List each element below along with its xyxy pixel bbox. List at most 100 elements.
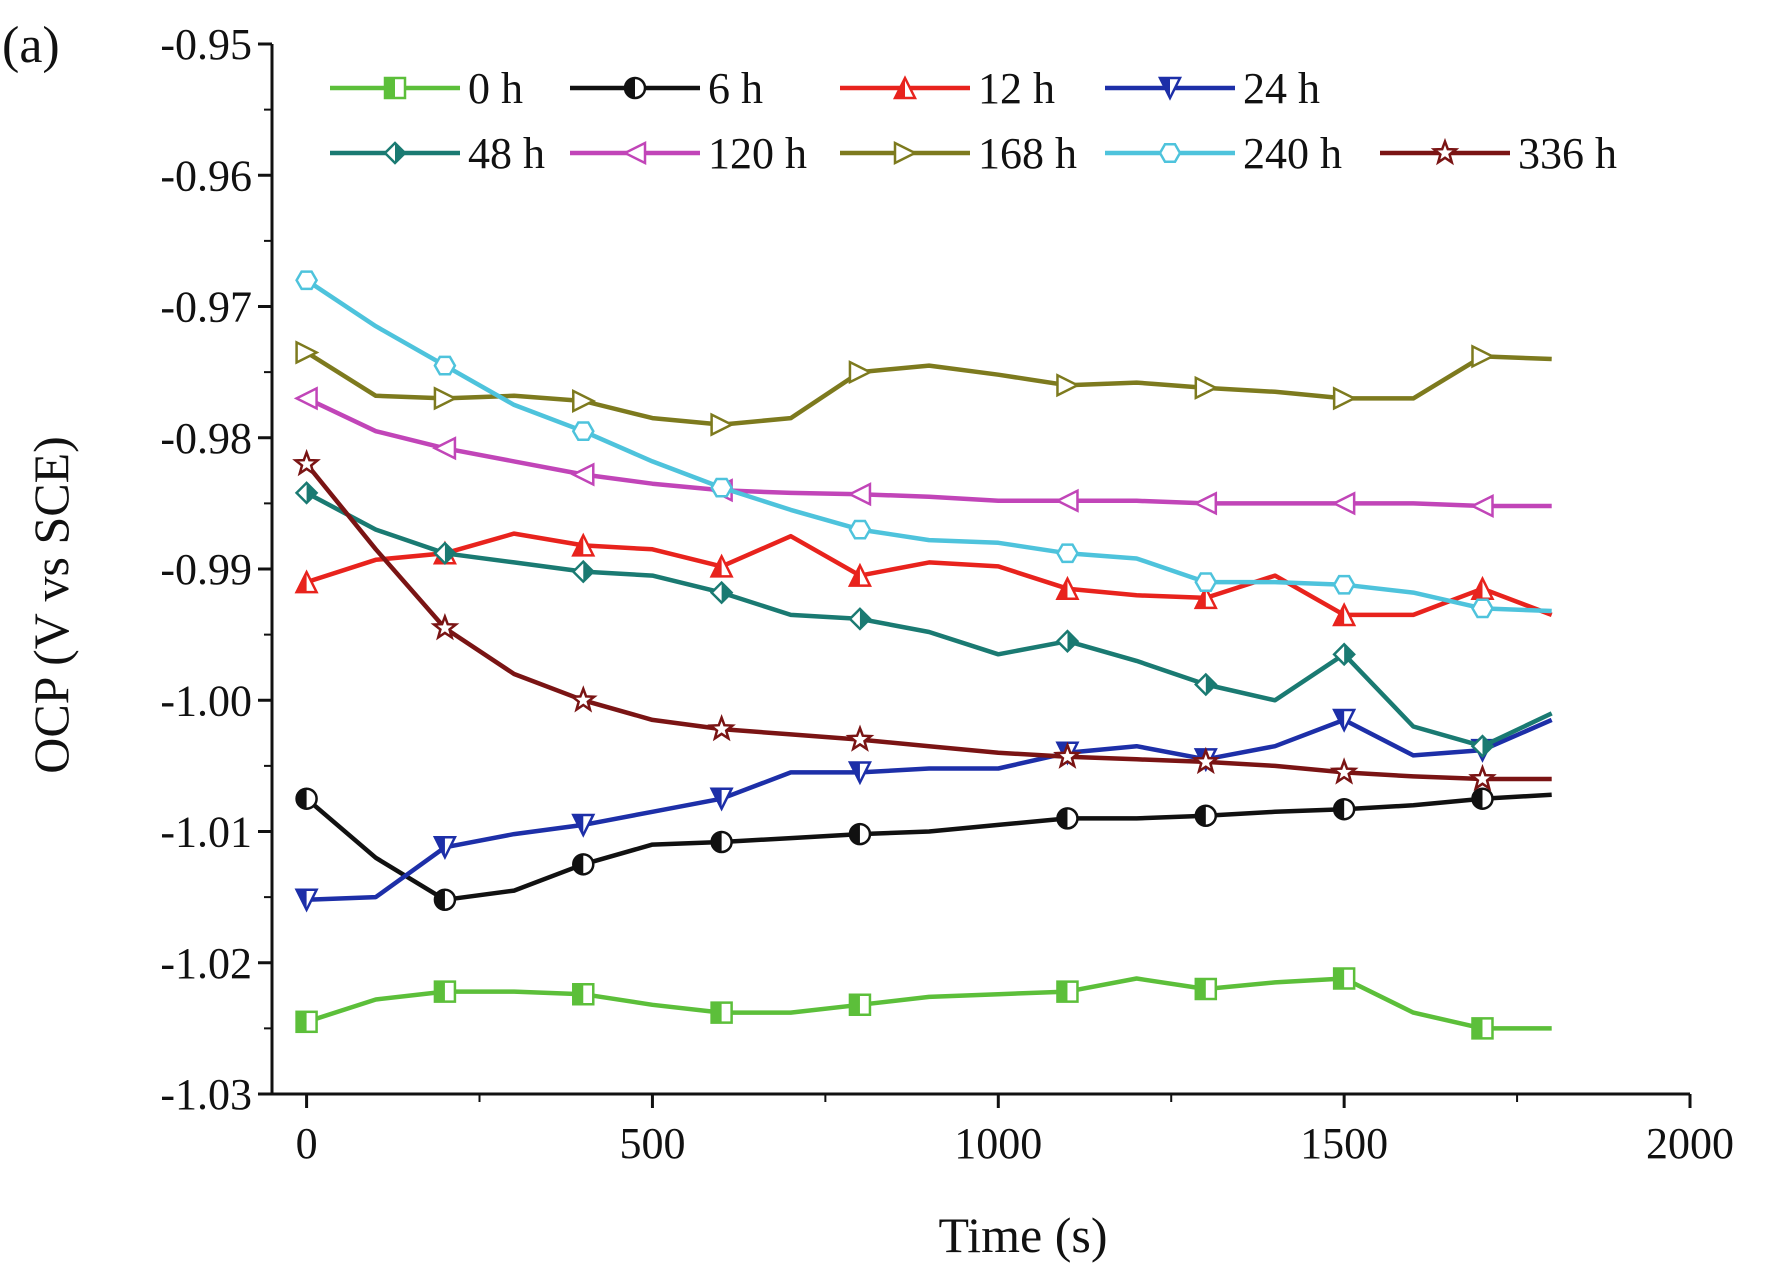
panel-label: (a) — [2, 17, 60, 74]
data-point — [1193, 491, 1218, 516]
x-tick-label: 1500 — [1300, 1119, 1388, 1168]
data-point — [572, 853, 595, 876]
data-point — [1470, 734, 1495, 758]
data-point — [709, 553, 734, 578]
data-point — [433, 541, 457, 566]
data-point — [571, 813, 596, 838]
data-point — [295, 1010, 318, 1034]
series-120-h — [293, 386, 1552, 519]
data-point — [1193, 585, 1218, 610]
data-point — [383, 76, 407, 100]
data-point — [1331, 491, 1356, 516]
data-point — [1053, 741, 1082, 769]
data-point — [572, 388, 597, 414]
legend: 0 h 6 h 12 h 24 h 48 h 120 h 168 h 240 h 336 h — [330, 64, 1617, 178]
data-point — [1054, 488, 1079, 513]
legend-label: 0 h — [468, 64, 523, 113]
legend-item: 168 h — [840, 129, 1077, 178]
data-point — [292, 448, 321, 477]
data-point — [571, 532, 596, 557]
data-point — [1471, 1017, 1494, 1040]
series-line — [305, 976, 1552, 1031]
data-point — [1056, 980, 1079, 1003]
data-point — [710, 477, 734, 498]
legend-label: 120 h — [708, 129, 807, 178]
data-point — [432, 436, 457, 461]
data-point — [847, 562, 872, 587]
data-point — [568, 685, 598, 713]
y-tick-label: -0.95 — [160, 20, 252, 69]
data-point — [1469, 493, 1494, 519]
data-point — [892, 75, 918, 100]
data-point — [433, 888, 457, 911]
x-tick-label: 2000 — [1646, 1119, 1734, 1168]
data-point — [847, 482, 872, 507]
data-point — [707, 713, 736, 742]
series-168-h — [295, 340, 1552, 437]
y-tick-label: -1.01 — [160, 808, 252, 857]
y-tick-label: -0.97 — [160, 283, 252, 332]
series-0-h — [295, 967, 1552, 1040]
legend-label: 168 h — [978, 129, 1077, 178]
data-point — [433, 980, 457, 1003]
data-point — [570, 462, 595, 487]
data-point — [1470, 575, 1495, 600]
series-240-h — [295, 270, 1552, 619]
y-tick-label: -1.02 — [160, 939, 252, 988]
legend-item: 6 h — [570, 64, 763, 113]
data-point — [293, 386, 318, 411]
data-point — [1056, 373, 1081, 398]
data-point — [571, 559, 596, 584]
legend-label: 12 h — [978, 64, 1055, 113]
series-line — [305, 490, 1553, 749]
data-point — [1332, 967, 1356, 990]
data-point — [294, 481, 319, 505]
x-tick-label: 500 — [619, 1119, 685, 1168]
data-point — [430, 612, 460, 641]
data-point — [1468, 763, 1497, 792]
series-line — [305, 531, 1553, 618]
data-point — [848, 607, 872, 631]
series-line — [305, 792, 1552, 903]
data-point — [1158, 143, 1182, 163]
data-point — [1191, 746, 1221, 775]
data-point — [1194, 672, 1218, 697]
data-point — [1471, 787, 1494, 810]
y-tick-label: -1.03 — [160, 1070, 252, 1119]
data-point — [845, 724, 875, 752]
series-layer — [292, 270, 1553, 1040]
y-tick-label: -0.98 — [160, 414, 252, 463]
x-tick-label: 1000 — [954, 1119, 1042, 1168]
data-point — [295, 787, 318, 810]
data-point — [1056, 807, 1079, 830]
legend-label: 336 h — [1518, 129, 1617, 178]
y-axis-title: OCP (V vs SCE) — [23, 436, 79, 774]
y-axis: -0.95 -0.96 -0.97 -0.98 -0.99 -1.00 -1.01 -1.02… — [160, 20, 272, 1119]
plot-frame — [270, 44, 1690, 1096]
data-point — [709, 787, 734, 812]
y-tick-label: -0.99 — [160, 545, 252, 594]
data-point — [1332, 708, 1357, 733]
series-336-h — [292, 448, 1552, 792]
data-point — [1194, 375, 1219, 400]
data-point — [1194, 804, 1218, 827]
data-point — [383, 141, 407, 165]
data-point — [1332, 797, 1356, 821]
data-point — [623, 76, 647, 100]
legend-item: 336 h — [1380, 129, 1617, 178]
data-point — [847, 761, 872, 786]
data-point — [433, 355, 457, 376]
data-point — [709, 580, 734, 605]
y-tick-label: -1.00 — [160, 676, 252, 725]
data-point — [848, 360, 873, 385]
legend-label: 24 h — [1243, 64, 1320, 113]
data-point — [294, 888, 319, 913]
data-point — [1329, 757, 1359, 785]
data-point — [1055, 575, 1080, 600]
data-point — [295, 270, 319, 291]
data-point — [1055, 629, 1080, 653]
data-point — [1471, 344, 1496, 369]
legend-item: 24 h — [1105, 64, 1320, 113]
data-point — [294, 569, 319, 594]
